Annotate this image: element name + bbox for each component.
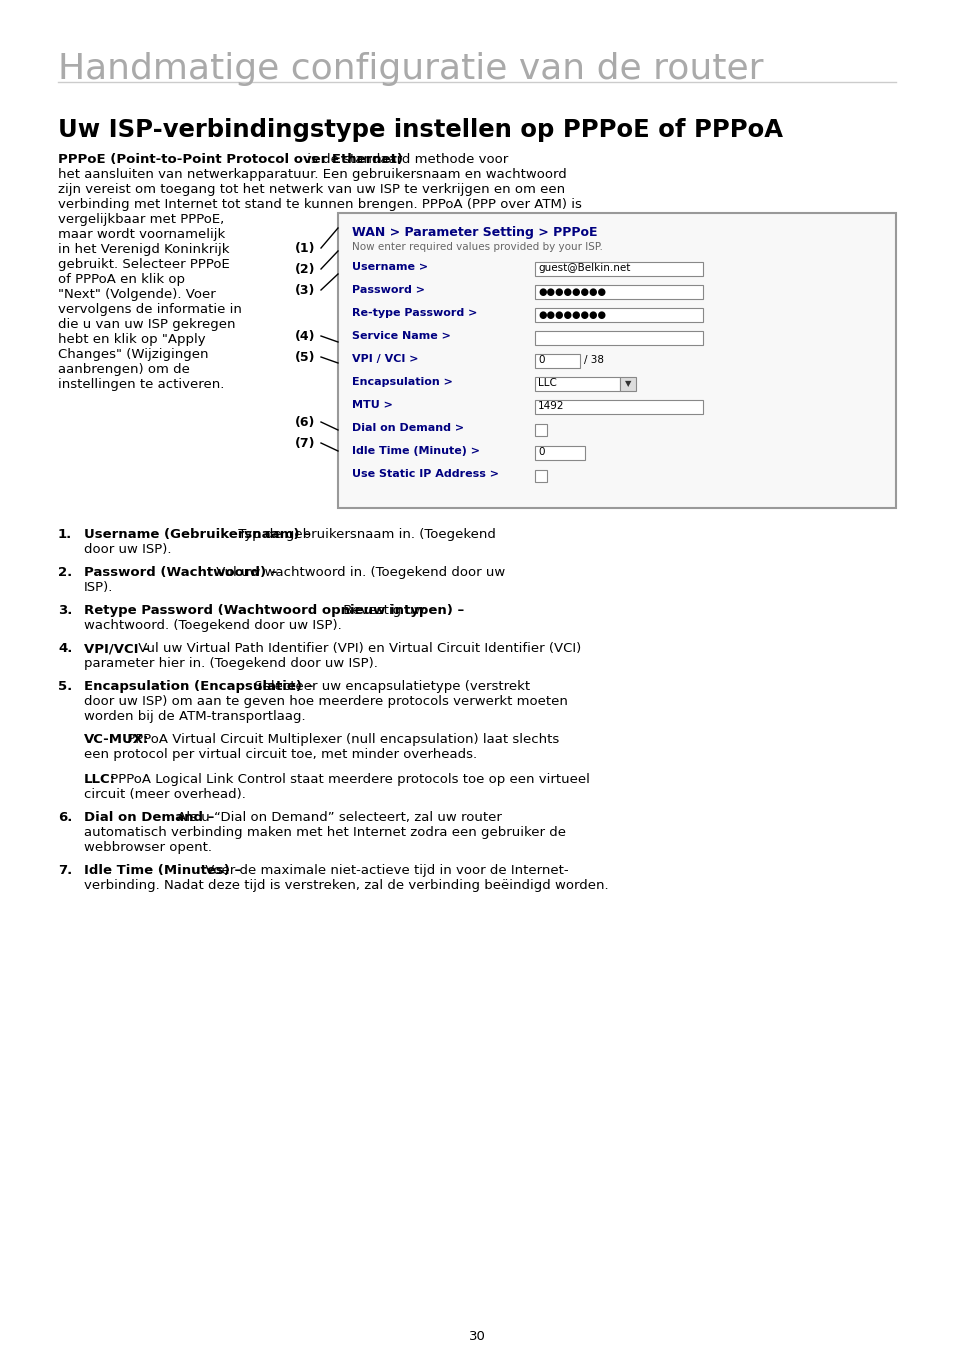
Text: Voer de maximale niet-actieve tijd in voor de Internet-: Voer de maximale niet-actieve tijd in vo… xyxy=(200,864,568,876)
Text: 6.: 6. xyxy=(58,811,72,825)
Text: ●●●●●●●●: ●●●●●●●● xyxy=(537,288,605,297)
Text: maar wordt voornamelijk: maar wordt voornamelijk xyxy=(58,228,225,241)
Text: PPPoA Logical Link Control staat meerdere protocols toe op een virtueel: PPPoA Logical Link Control staat meerder… xyxy=(106,773,590,786)
Text: door uw ISP).: door uw ISP). xyxy=(84,542,172,556)
Text: guest@Belkin.net: guest@Belkin.net xyxy=(537,263,630,273)
Bar xyxy=(535,470,546,483)
Bar xyxy=(535,354,579,368)
Text: Bevestig uw: Bevestig uw xyxy=(339,604,425,617)
Text: Retype Password (Wachtwoord opnieuw intypen) –: Retype Password (Wachtwoord opnieuw inty… xyxy=(84,604,464,617)
Text: zijn vereist om toegang tot het netwerk van uw ISP te verkrijgen en om een: zijn vereist om toegang tot het netwerk … xyxy=(58,183,564,196)
Text: Dial on Demand >: Dial on Demand > xyxy=(352,423,464,433)
Bar xyxy=(535,331,702,345)
Text: WAN > Parameter Setting > PPPoE: WAN > Parameter Setting > PPPoE xyxy=(352,226,597,239)
Text: PPPoA Virtual Circuit Multiplexer (null encapsulation) laat slechts: PPPoA Virtual Circuit Multiplexer (null … xyxy=(123,733,558,746)
Text: Typ de gebruikersnaam in. (Toegekend: Typ de gebruikersnaam in. (Toegekend xyxy=(233,527,496,541)
Bar xyxy=(535,262,702,275)
Bar xyxy=(619,378,636,391)
Text: LLC:: LLC: xyxy=(84,773,116,786)
Text: (3): (3) xyxy=(294,284,315,297)
Text: worden bij de ATM-transportlaag.: worden bij de ATM-transportlaag. xyxy=(84,710,305,722)
Text: ISP).: ISP). xyxy=(84,581,113,594)
Text: Dial on Demand –: Dial on Demand – xyxy=(84,811,214,825)
Text: Username (Gebruikersnaam) –: Username (Gebruikersnaam) – xyxy=(84,527,311,541)
Text: een protocol per virtual circuit toe, met minder overheads.: een protocol per virtual circuit toe, me… xyxy=(84,748,476,761)
Text: Handmatige configuratie van de router: Handmatige configuratie van de router xyxy=(58,52,762,86)
Text: hebt en klik op "Apply: hebt en klik op "Apply xyxy=(58,333,206,346)
Text: is de standaard methode voor: is de standaard methode voor xyxy=(303,153,508,166)
Text: ▼: ▼ xyxy=(624,379,631,388)
Text: circuit (meer overhead).: circuit (meer overhead). xyxy=(84,788,246,801)
Text: 1.: 1. xyxy=(58,527,72,541)
Text: (1): (1) xyxy=(294,243,315,255)
Text: Vul uw Virtual Path Identifier (VPI) en Virtual Circuit Identifier (VCI): Vul uw Virtual Path Identifier (VPI) en … xyxy=(133,642,580,656)
Text: 7.: 7. xyxy=(58,864,72,876)
Text: door uw ISP) om aan te geven hoe meerdere protocols verwerkt moeten: door uw ISP) om aan te geven hoe meerder… xyxy=(84,695,567,707)
Text: ●●●●●●●●: ●●●●●●●● xyxy=(537,309,605,320)
Text: 30: 30 xyxy=(468,1330,485,1343)
Text: 0: 0 xyxy=(537,354,544,365)
Text: 5.: 5. xyxy=(58,680,72,692)
Text: Vul uw wachtwoord in. (Toegekend door uw: Vul uw wachtwoord in. (Toegekend door uw xyxy=(212,566,504,579)
Text: het aansluiten van netwerkapparatuur. Een gebruikersnaam en wachtwoord: het aansluiten van netwerkapparatuur. Ee… xyxy=(58,168,566,181)
Text: MTU >: MTU > xyxy=(352,399,393,410)
Text: (6): (6) xyxy=(294,416,315,429)
Text: Re-type Password >: Re-type Password > xyxy=(352,308,476,318)
Text: Als u “Dial on Demand” selecteert, zal uw router: Als u “Dial on Demand” selecteert, zal u… xyxy=(172,811,501,825)
Text: Encapsulation >: Encapsulation > xyxy=(352,378,453,387)
Text: PPPoE (Point-to-Point Protocol over Ethernet): PPPoE (Point-to-Point Protocol over Ethe… xyxy=(58,153,402,166)
Text: (5): (5) xyxy=(294,352,315,364)
Bar xyxy=(535,285,702,298)
Text: of PPPoA en klik op: of PPPoA en klik op xyxy=(58,273,185,286)
Text: Use Static IP Address >: Use Static IP Address > xyxy=(352,469,498,478)
Text: vervolgens de informatie in: vervolgens de informatie in xyxy=(58,303,242,316)
Text: LLC: LLC xyxy=(537,378,557,388)
Text: Username >: Username > xyxy=(352,262,428,273)
Text: (2): (2) xyxy=(294,263,315,275)
Text: gebruikt. Selecteer PPPoE: gebruikt. Selecteer PPPoE xyxy=(58,258,230,271)
Bar xyxy=(535,399,702,414)
Text: webbrowser opent.: webbrowser opent. xyxy=(84,841,212,855)
Text: "Next" (Volgende). Voer: "Next" (Volgende). Voer xyxy=(58,288,215,301)
Text: (7): (7) xyxy=(294,438,315,450)
Text: 1492: 1492 xyxy=(537,401,564,412)
Bar xyxy=(535,308,702,322)
Text: in het Verenigd Koninkrijk: in het Verenigd Koninkrijk xyxy=(58,243,230,256)
Text: aanbrengen) om de: aanbrengen) om de xyxy=(58,363,190,376)
Text: Changes" (Wijzigingen: Changes" (Wijzigingen xyxy=(58,348,209,361)
Text: 4.: 4. xyxy=(58,642,72,656)
Text: Idle Time (Minute) >: Idle Time (Minute) > xyxy=(352,446,479,457)
Text: 0: 0 xyxy=(537,447,544,457)
Text: VC-MUX:: VC-MUX: xyxy=(84,733,150,746)
Text: instellingen te activeren.: instellingen te activeren. xyxy=(58,378,224,391)
Text: Selecteer uw encapsulatietype (verstrekt: Selecteer uw encapsulatietype (verstrekt xyxy=(251,680,530,692)
Text: Now enter required values provided by your ISP.: Now enter required values provided by yo… xyxy=(352,243,602,252)
Text: Uw ISP-verbindingstype instellen op PPPoE of PPPoA: Uw ISP-verbindingstype instellen op PPPo… xyxy=(58,119,782,142)
Text: VPI/VCI –: VPI/VCI – xyxy=(84,642,150,656)
Text: die u van uw ISP gekregen: die u van uw ISP gekregen xyxy=(58,318,235,331)
Text: VPI / VCI >: VPI / VCI > xyxy=(352,354,418,364)
Bar xyxy=(337,213,895,508)
Bar xyxy=(535,424,546,436)
Text: automatisch verbinding maken met het Internet zodra een gebruiker de: automatisch verbinding maken met het Int… xyxy=(84,826,565,840)
Text: 2.: 2. xyxy=(58,566,72,579)
Text: wachtwoord. (Toegekend door uw ISP).: wachtwoord. (Toegekend door uw ISP). xyxy=(84,619,341,632)
Text: verbinding met Internet tot stand te kunnen brengen. PPPoA (PPP over ATM) is: verbinding met Internet tot stand te kun… xyxy=(58,198,581,211)
Text: Encapsulation (Encapsulatie) –: Encapsulation (Encapsulatie) – xyxy=(84,680,313,692)
Text: Service Name >: Service Name > xyxy=(352,331,451,341)
Bar xyxy=(535,378,619,391)
Text: Password >: Password > xyxy=(352,285,424,294)
Text: Idle Time (Minutes) –: Idle Time (Minutes) – xyxy=(84,864,241,876)
Text: (4): (4) xyxy=(294,330,315,343)
Text: parameter hier in. (Toegekend door uw ISP).: parameter hier in. (Toegekend door uw IS… xyxy=(84,657,377,671)
Text: Password (Wachtwoord) –: Password (Wachtwoord) – xyxy=(84,566,277,579)
Text: / 38: / 38 xyxy=(583,354,603,365)
Text: vergelijkbaar met PPPoE,: vergelijkbaar met PPPoE, xyxy=(58,213,224,226)
Bar xyxy=(535,446,584,459)
Text: 3.: 3. xyxy=(58,604,72,617)
Text: verbinding. Nadat deze tijd is verstreken, zal de verbinding beëindigd worden.: verbinding. Nadat deze tijd is verstreke… xyxy=(84,879,608,891)
